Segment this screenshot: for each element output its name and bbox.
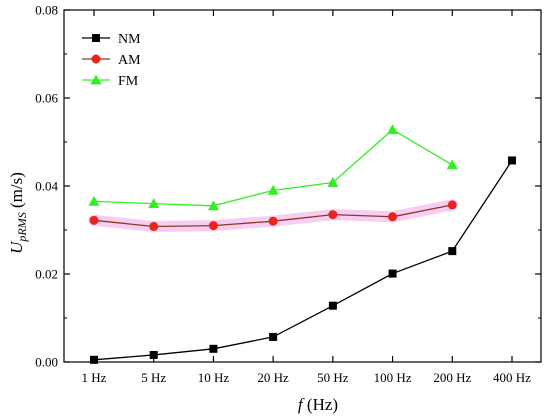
series-am-point [89, 215, 99, 225]
y-tick-label: 0.08 [35, 3, 58, 18]
y-tick-label: 0.00 [35, 355, 58, 370]
x-tick-label: 1 Hz [82, 370, 107, 385]
series-am-point [388, 212, 398, 222]
series-am-point [208, 221, 218, 231]
series-fm [88, 124, 458, 211]
x-tick-label: 50 Hz [317, 370, 349, 385]
series-am-point [268, 216, 278, 226]
legend-label-am: AM [118, 53, 141, 68]
x-axis: 1 Hz 5 Hz 10 Hz 20 Hz 50 Hz 100 Hz 200 Hz 400 H… [82, 10, 531, 385]
series-fm-point [387, 124, 399, 135]
series-nm-point [448, 247, 457, 256]
series-fm-point [267, 184, 279, 195]
x-tick-label: 100 Hz [374, 370, 412, 385]
legend-label-nm: NM [118, 32, 141, 47]
x-tick-label: 5 Hz [141, 370, 166, 385]
y-axis-title-unit: (m/s) [7, 172, 26, 212]
series-nm-point [508, 156, 516, 165]
series-am-point [447, 200, 457, 210]
x-axis-title-unit: (Hz) [303, 395, 338, 414]
legend: NM AM FM [82, 32, 141, 89]
legend-item-nm: NM [82, 32, 141, 47]
series-nm-point [90, 355, 98, 364]
series-nm-point [328, 301, 337, 310]
series-nm-point [209, 344, 218, 353]
legend-label-fm: FM [118, 74, 139, 89]
y-axis-title: UpRMS (m/s) [7, 172, 29, 254]
series-am-point [149, 221, 159, 231]
series-fm-point [148, 198, 160, 208]
series-fm-point [446, 159, 458, 170]
x-tick-label: 400 Hz [493, 370, 531, 385]
x-axis-title-main: f [298, 395, 305, 414]
y-axis: 0.00 0.02 0.04 0.06 0.08 [35, 3, 541, 370]
y-axis-title-main: U [7, 240, 26, 254]
y-tick-label: 0.02 [35, 267, 58, 282]
legend-item-am: AM [82, 53, 141, 68]
series-fm-point [88, 195, 100, 206]
series-layer [88, 124, 516, 364]
x-tick-label: 20 Hz [257, 370, 289, 385]
legend-marker-fm [90, 74, 102, 85]
x-tick-label: 200 Hz [433, 370, 471, 385]
series-nm [90, 156, 516, 364]
y-axis-title-sub: pRMS [15, 212, 29, 242]
legend-marker-am [91, 54, 101, 64]
x-tick-label: 10 Hz [198, 370, 230, 385]
legend-marker-nm [92, 34, 100, 42]
series-fm-point [327, 176, 339, 187]
series-am [89, 200, 457, 231]
x-axis-title: f (Hz) [298, 395, 338, 414]
series-fm-point [207, 200, 219, 211]
y-tick-label: 0.04 [35, 179, 58, 194]
y-tick-label: 0.06 [35, 91, 58, 106]
series-nm-line [93, 160, 513, 361]
series-am-point [328, 210, 338, 220]
series-nm-point [149, 350, 158, 359]
series-nm-point [269, 332, 278, 341]
legend-item-fm: FM [82, 74, 139, 89]
series-nm-point [388, 269, 397, 278]
